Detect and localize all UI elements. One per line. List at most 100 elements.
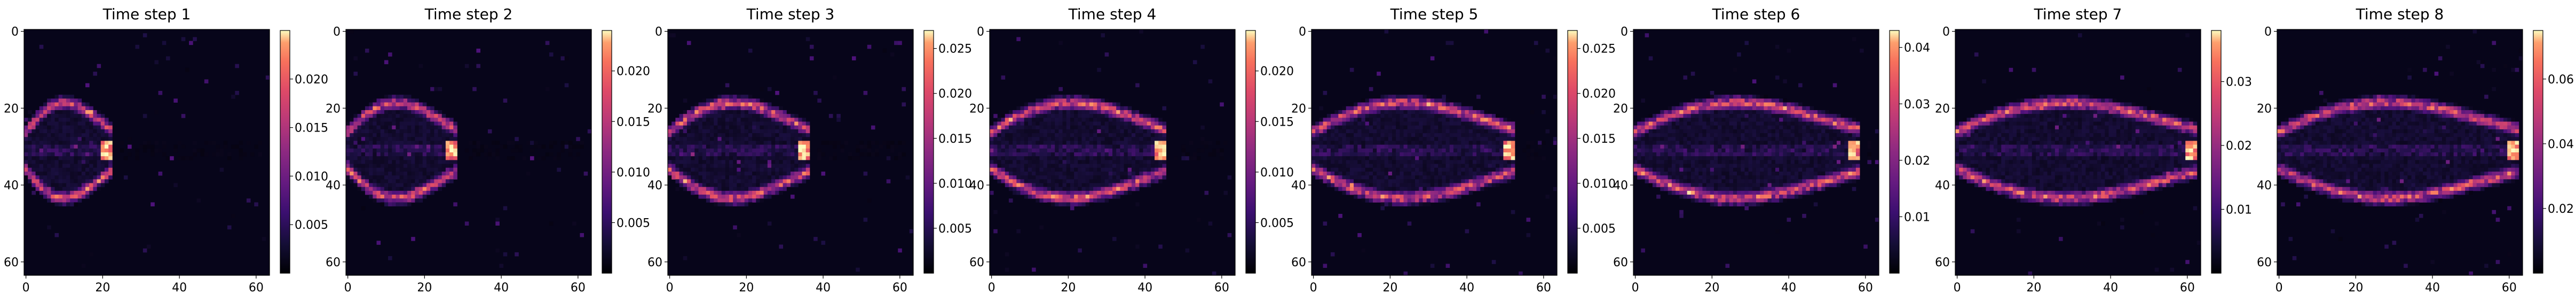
heatmap-cell <box>1499 129 1504 134</box>
heatmap-cell <box>1461 114 1465 118</box>
heatmap-cell <box>85 175 90 180</box>
heatmap-cells <box>1311 29 1558 276</box>
heatmap-cell <box>1047 152 1052 157</box>
heatmap-cell <box>1093 144 1097 149</box>
heatmap-cell <box>1430 114 1435 118</box>
heatmap-cell <box>411 164 415 168</box>
heatmap-cell <box>1093 102 1097 107</box>
heatmap-cell <box>706 167 710 172</box>
heatmap-cell <box>1445 183 1450 188</box>
heatmap-cell <box>31 148 36 153</box>
heatmap-cell <box>1150 121 1155 126</box>
heatmap-cell <box>1434 190 1439 195</box>
heatmap-cell <box>1334 156 1339 160</box>
heatmap-cell <box>426 156 431 160</box>
heatmap-cell <box>430 110 434 114</box>
heatmap-cell <box>694 160 699 164</box>
heatmap-cell <box>388 144 392 149</box>
heatmap-cell <box>671 121 676 126</box>
heatmap-cell <box>1403 144 1408 149</box>
heatmap-cell <box>51 152 55 157</box>
heatmap-cell <box>1423 110 1427 114</box>
heatmap-cell <box>1085 156 1090 160</box>
heatmap-cell <box>1457 144 1461 149</box>
heatmap-cell <box>1491 137 1496 141</box>
heatmap-cell <box>196 198 201 203</box>
heatmap-cell <box>392 195 396 199</box>
heatmap-cell <box>1457 152 1461 157</box>
heatmap-cell <box>1112 187 1117 191</box>
heatmap-cell <box>1369 183 1373 188</box>
heatmap-cell <box>476 64 480 68</box>
heatmap-cell <box>679 152 684 157</box>
heatmap-cell <box>686 129 691 134</box>
heatmap-cell <box>1453 125 1458 130</box>
heatmap-cell <box>120 148 124 153</box>
heatmap-cell <box>350 156 354 160</box>
heatmap-cell <box>1074 98 1078 103</box>
heatmap-cell <box>441 125 446 130</box>
heatmap-cell <box>1326 175 1331 180</box>
heatmap-cell <box>51 102 55 107</box>
heatmap-cell <box>51 106 55 111</box>
heatmap-cell <box>1377 125 1381 130</box>
heatmap-cell <box>415 102 419 107</box>
heatmap-cell <box>1373 190 1377 195</box>
heatmap-cell <box>28 148 32 153</box>
heatmap-cell <box>392 183 396 188</box>
heatmap-cell <box>1388 129 1393 134</box>
heatmap-cell <box>564 141 569 145</box>
heatmap-cell <box>403 137 408 141</box>
heatmap-cell <box>668 156 672 160</box>
heatmap-cell <box>740 160 745 164</box>
heatmap-cell <box>1407 98 1412 103</box>
heatmap-cell <box>1411 121 1416 126</box>
heatmap-cell <box>1461 148 1465 153</box>
heatmap-cell <box>1511 152 1515 157</box>
heatmap-cell <box>403 164 408 168</box>
heatmap-cell <box>1043 164 1048 168</box>
heatmap-cell <box>1062 164 1067 168</box>
heatmap-cell <box>77 102 82 107</box>
heatmap-cell <box>794 179 799 183</box>
heatmap-cell <box>1496 144 1500 149</box>
heatmap-cell <box>1315 175 1319 180</box>
heatmap-cell <box>1085 106 1090 111</box>
heatmap-cell <box>1434 167 1439 172</box>
heatmap-cell <box>1499 148 1504 153</box>
heatmap-cell <box>729 152 733 157</box>
heatmap-cell <box>1311 164 1316 168</box>
heatmap-cell <box>51 175 55 180</box>
heatmap-cell <box>1468 129 1473 134</box>
heatmap-cell <box>1380 183 1385 188</box>
heatmap-cell <box>434 160 438 164</box>
heatmap-cell <box>1020 133 1025 137</box>
heatmap-cell <box>1426 190 1431 195</box>
heatmap-cell <box>77 167 82 172</box>
heatmap-cell <box>1323 179 1327 183</box>
heatmap-cell <box>1323 137 1327 141</box>
heatmap-cell <box>844 141 849 145</box>
heatmap-cell <box>721 190 726 195</box>
heatmap-cell <box>47 133 51 137</box>
heatmap-cell <box>1135 114 1140 118</box>
heatmap-cell <box>1334 118 1339 122</box>
heatmap-cell <box>1008 118 1013 122</box>
heatmap-cell <box>376 241 381 245</box>
heatmap-cell <box>706 98 710 103</box>
heatmap-cell <box>698 106 703 111</box>
heatmap-cell <box>1388 183 1393 188</box>
heatmap-cell <box>1338 121 1342 126</box>
heatmap-cell <box>1403 148 1408 153</box>
heatmap-cell <box>1465 133 1469 137</box>
heatmap-cell <box>93 110 97 114</box>
heatmap-cell <box>1001 144 1006 149</box>
heatmap-cell <box>85 171 90 176</box>
heatmap-cell <box>1008 114 1013 118</box>
heatmap-cell <box>384 110 389 114</box>
heatmap-cell <box>357 141 362 145</box>
heatmap-cell <box>1384 141 1389 145</box>
heatmap-cell <box>1162 133 1167 137</box>
heatmap-cell <box>380 141 385 145</box>
heatmap-cell <box>1150 156 1155 160</box>
